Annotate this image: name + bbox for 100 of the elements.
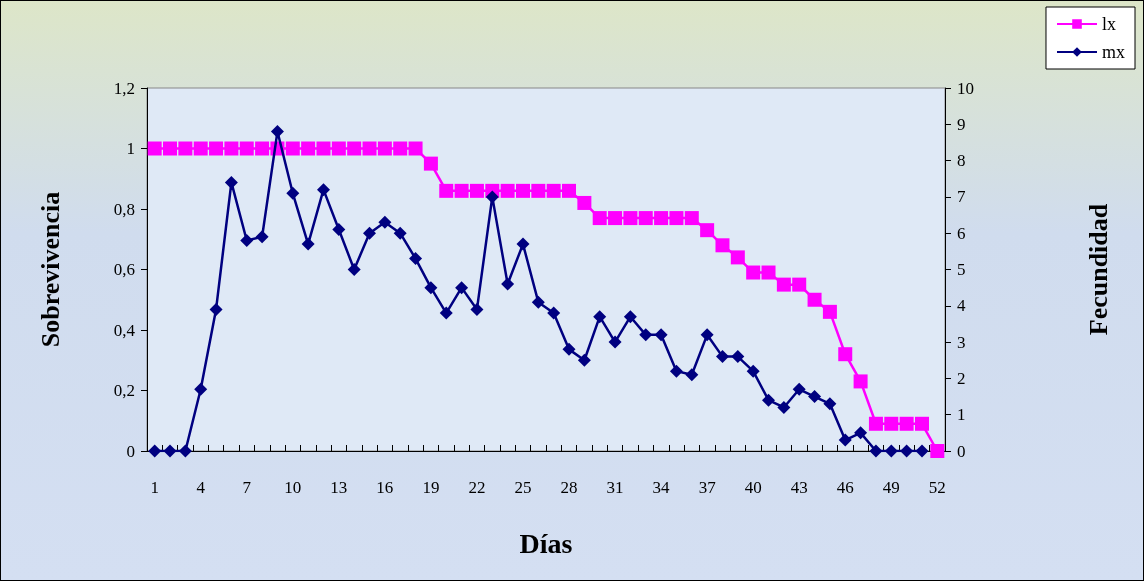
y2-tick-label: 1: [957, 405, 966, 425]
point: [193, 141, 208, 156]
x-tick-label: 43: [790, 478, 808, 497]
point: [409, 252, 423, 266]
point: [715, 238, 730, 253]
point: [639, 328, 653, 342]
point: [285, 141, 300, 156]
point: [531, 183, 546, 198]
point: [592, 211, 607, 226]
point: [378, 215, 392, 229]
point: [746, 265, 761, 280]
point: [516, 237, 530, 251]
point: [915, 444, 929, 458]
point: [715, 350, 729, 364]
point: [792, 382, 806, 396]
point: [669, 211, 684, 226]
x-tick-label: 40: [744, 478, 762, 497]
x-tick-label: 1: [150, 478, 159, 497]
point: [147, 141, 162, 156]
y-tick-label: 0,8: [113, 199, 135, 219]
legend-label: mx: [1102, 42, 1126, 62]
point: [685, 368, 699, 382]
point: [178, 444, 192, 458]
point: [577, 353, 591, 367]
y2-tick-label: 10: [957, 78, 974, 98]
point: [776, 277, 791, 292]
point: [500, 183, 515, 198]
point: [454, 183, 469, 198]
point: [439, 183, 454, 198]
x-tick-label: 10: [284, 478, 302, 497]
y2-tick-label: 0: [957, 441, 966, 461]
point: [332, 223, 346, 237]
y2-tick-label: 6: [957, 223, 966, 243]
point: [684, 211, 699, 226]
point: [777, 400, 791, 414]
point: [869, 444, 883, 458]
point: [148, 444, 162, 458]
point: [408, 141, 423, 156]
x-tick-label: 28: [560, 478, 578, 497]
point: [393, 226, 407, 240]
point: [914, 416, 929, 431]
point: [608, 211, 623, 226]
point: [623, 310, 637, 324]
point: [884, 444, 898, 458]
y-tick-label: 1: [126, 139, 135, 158]
point: [163, 141, 178, 156]
point: [362, 141, 377, 156]
point: [746, 364, 760, 378]
y2-tick-label: 3: [957, 332, 966, 352]
point: [654, 328, 668, 342]
y2-tick-label: 5: [957, 260, 966, 279]
point: [562, 183, 577, 198]
x-tick-label: 52: [928, 478, 946, 497]
point: [209, 302, 223, 316]
x-tick-label: 4: [196, 478, 206, 497]
point: [899, 416, 914, 431]
point: [501, 277, 515, 291]
y2-tick-label: 7: [957, 187, 966, 207]
point: [808, 390, 822, 404]
y-tick-label: 0: [126, 441, 135, 461]
point: [301, 141, 316, 156]
point: [700, 328, 714, 342]
point: [562, 342, 576, 356]
x-tick-label: 31: [606, 478, 624, 497]
x-tick-label: 25: [514, 478, 532, 497]
point: [316, 141, 331, 156]
y-tick-label: 0,2: [113, 381, 135, 400]
point: [531, 295, 545, 309]
point: [194, 382, 208, 396]
point: [792, 277, 807, 292]
point: [485, 190, 499, 204]
point: [822, 304, 837, 319]
point: [623, 211, 638, 226]
y2-axis-title: Fecundidad: [1083, 203, 1113, 336]
point: [377, 141, 392, 156]
y2-tick-label: 8: [957, 151, 966, 171]
point: [240, 233, 254, 247]
point: [853, 374, 868, 389]
point: [455, 281, 469, 295]
y-tick-label: 0,4: [113, 320, 136, 340]
point: [762, 393, 776, 407]
point: [224, 175, 238, 189]
point: [423, 156, 438, 171]
point: [363, 226, 377, 240]
point: [761, 265, 776, 280]
point: [316, 183, 330, 197]
x-tick-label: 16: [376, 478, 394, 497]
point: [838, 433, 852, 447]
point: [515, 183, 530, 198]
point: [270, 125, 284, 139]
point: [547, 306, 561, 320]
point: [178, 141, 193, 156]
point: [255, 230, 269, 244]
point: [854, 426, 868, 440]
point: [347, 263, 361, 276]
point: [577, 195, 592, 210]
point: [868, 416, 883, 431]
point: [884, 416, 899, 431]
point: [593, 310, 607, 324]
point: [424, 281, 438, 295]
